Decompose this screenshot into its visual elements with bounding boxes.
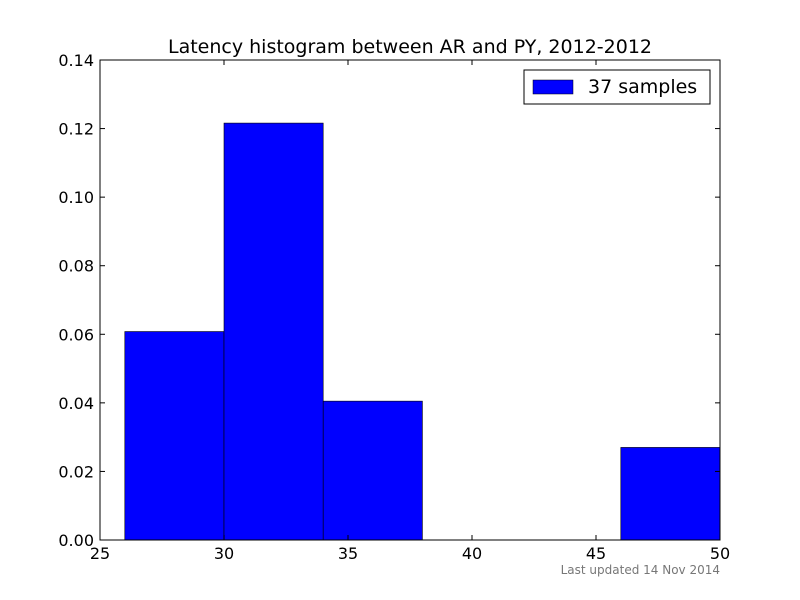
histogram-bar-0 (124, 331, 225, 541)
y-tick-label-0: 0.00 (58, 531, 94, 550)
histogram-bar-1 (223, 122, 324, 541)
legend: 37 samples (523, 69, 711, 105)
y-tick-label-2: 0.04 (58, 394, 94, 413)
bars-group (124, 122, 721, 541)
y-tick-label-5: 0.10 (58, 188, 94, 207)
y-tick-label-1: 0.02 (58, 462, 94, 481)
ticks-group: 25 30 35 40 45 50 0.00 0.02 0.04 0.06 0.08 0.10 0.12… (58, 51, 730, 563)
y-tick-label-4: 0.08 (58, 257, 94, 276)
x-tick-label-1: 30 (214, 544, 234, 563)
y-tick-label-7: 0.14 (58, 51, 94, 70)
histogram-bar-2 (322, 400, 423, 541)
x-tick-label-2: 35 (338, 544, 358, 563)
x-tick-label-4: 45 (586, 544, 606, 563)
legend-label: 37 samples (588, 76, 697, 98)
x-tick-label-0: 25 (90, 544, 110, 563)
legend-swatch (532, 79, 574, 95)
plot-frame (99, 59, 721, 541)
x-tick-label-5: 50 (710, 544, 730, 563)
chart-title: Latency histogram between AR and PY, 201… (168, 36, 652, 58)
x-tick-label-3: 40 (462, 544, 482, 563)
y-tick-label-6: 0.12 (58, 120, 94, 139)
y-tick-label-3: 0.06 (58, 325, 94, 344)
histogram-bar-5 (620, 447, 721, 541)
last-updated-footer: Last updated 14 Nov 2014 (561, 563, 720, 577)
